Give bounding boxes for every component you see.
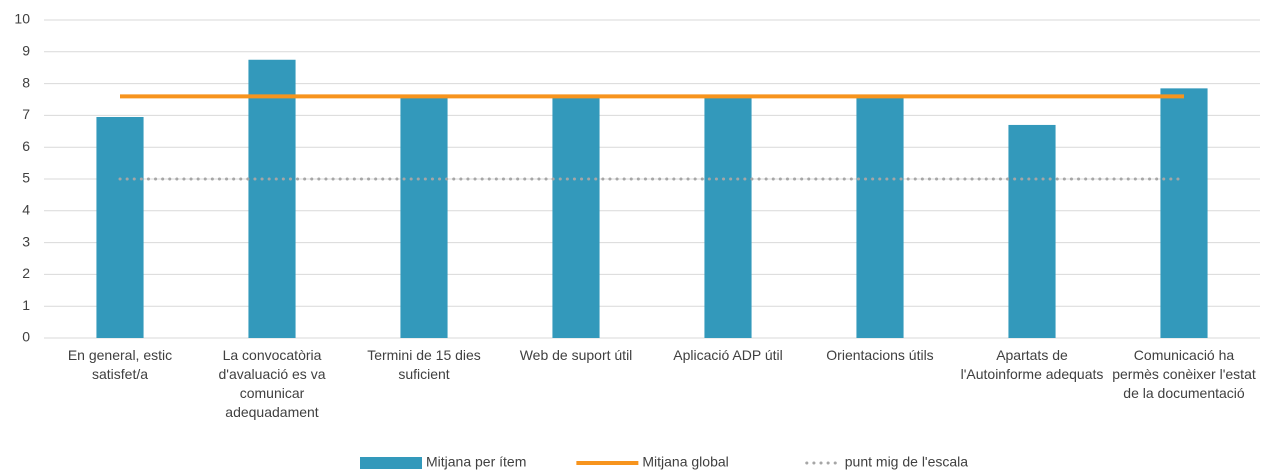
x-tick-label: Aplicació ADP útil (673, 347, 783, 363)
x-tick-label: Web de suport útil (519, 347, 633, 363)
legend-swatch (360, 457, 422, 469)
bar (552, 96, 600, 338)
y-tick-label: 9 (22, 43, 30, 59)
y-tick-label: 1 (22, 297, 30, 313)
y-tick-label: 4 (22, 202, 30, 218)
bar (704, 96, 752, 338)
y-tick-label: 10 (14, 11, 30, 27)
bar (96, 116, 144, 339)
bar (856, 96, 904, 338)
y-tick-label: 2 (22, 265, 30, 281)
bar (248, 59, 296, 338)
y-tick-label: 6 (22, 138, 30, 154)
y-tick-label: 3 (22, 233, 30, 249)
x-tick-label: Comunicació ha permès conèixer l'estat d… (1112, 347, 1256, 401)
bar (400, 96, 448, 338)
x-tick-label: En general, estic satisfet/a (67, 347, 173, 382)
y-tick-label: 0 (22, 329, 30, 345)
x-tick-label: Orientacions útils (826, 347, 934, 363)
y-tick-label: 5 (22, 170, 30, 186)
x-tick-label: Apartats de l'Autoinforme adequats (960, 347, 1104, 382)
x-tick-label: La convocatòria d'avaluació es va comuni… (218, 347, 326, 420)
legend-label: punt mig de l'escala (845, 454, 969, 470)
legend-label: Mitjana per ítem (426, 454, 526, 470)
legend-label: Mitjana global (642, 454, 728, 470)
y-tick-label: 8 (22, 74, 30, 90)
bar (1160, 88, 1208, 339)
bar (1008, 124, 1056, 338)
x-tick-label: Termini de 15 dies suficient (367, 347, 481, 382)
y-tick-label: 7 (22, 106, 30, 122)
